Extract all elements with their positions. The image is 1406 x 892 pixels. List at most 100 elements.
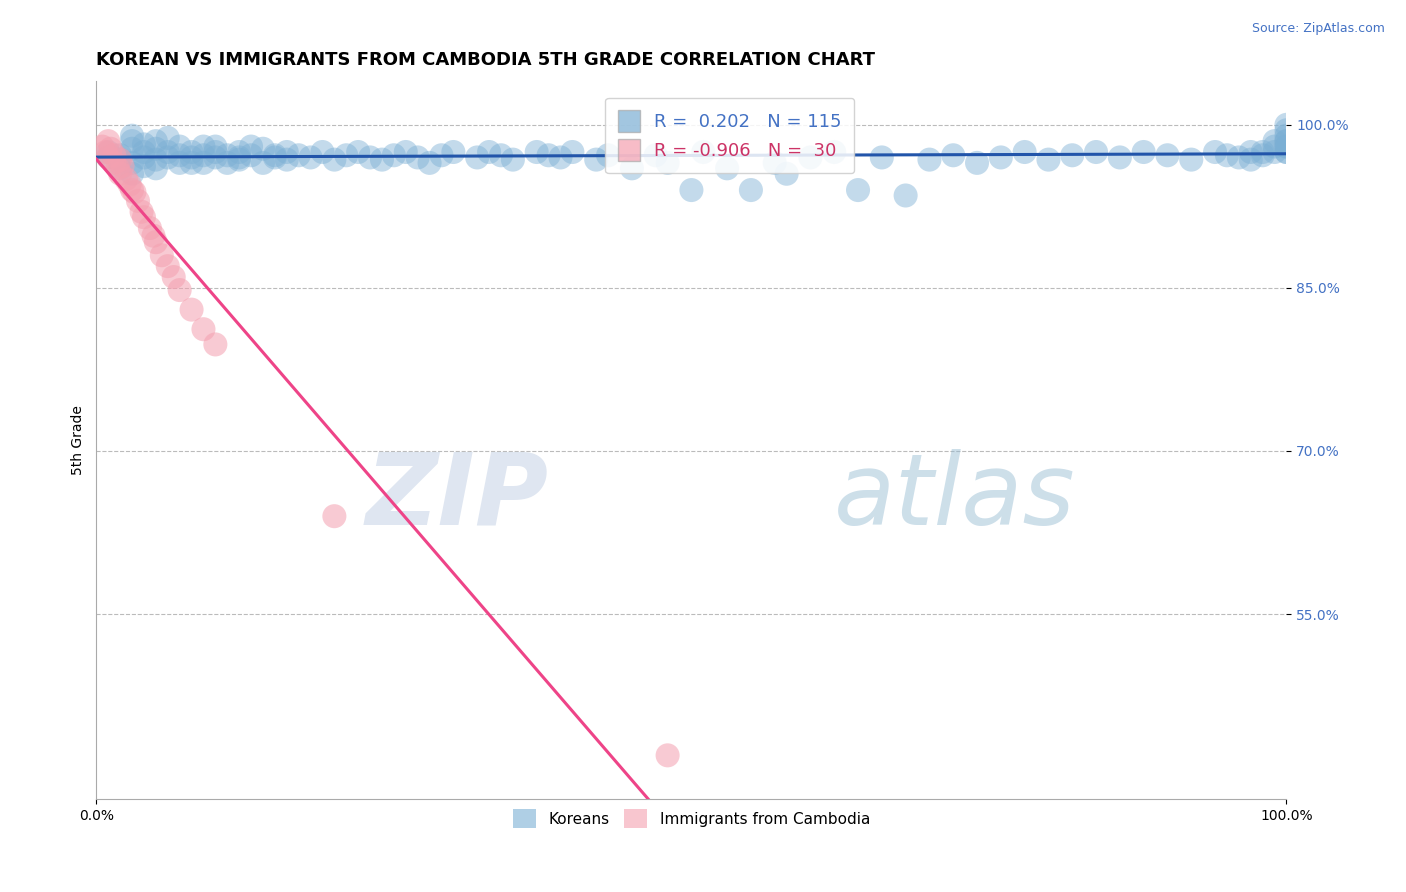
Point [156,151,179,165]
Point [193,156,215,170]
Point [942,148,965,162]
Point [240,148,263,162]
Point [644,148,666,162]
Point [193,148,215,162]
Point [561,145,583,159]
Point [966,156,988,170]
Point [169,148,191,162]
Point [1240,145,1263,159]
Point [657,748,679,763]
Point [131,204,153,219]
Point [263,151,285,165]
Point [180,302,202,317]
Point [142,228,165,243]
Point [990,151,1012,165]
Point [156,145,179,159]
Point [598,148,620,162]
Point [1062,148,1084,162]
Point [526,145,548,159]
Point [359,151,381,165]
Point [716,161,738,176]
Point [799,151,821,165]
Point [169,283,191,297]
Point [1156,148,1178,162]
Point [204,139,226,153]
Point [870,151,893,165]
Point [145,235,167,250]
Point [145,142,167,156]
Point [1275,139,1298,153]
Point [132,151,155,165]
Point [228,151,250,165]
Point [299,151,322,165]
Point [311,145,333,159]
Point [97,134,120,148]
Point [228,153,250,167]
Point [97,151,120,165]
Point [240,139,263,153]
Point [657,156,679,170]
Point [419,156,441,170]
Point [228,145,250,159]
Point [1264,145,1286,159]
Point [918,153,941,167]
Point [100,142,122,156]
Point [550,151,572,165]
Text: KOREAN VS IMMIGRANTS FROM CAMBODIA 5TH GRADE CORRELATION CHART: KOREAN VS IMMIGRANTS FROM CAMBODIA 5TH G… [97,51,876,69]
Point [1216,148,1239,162]
Point [823,145,845,159]
Point [323,509,346,524]
Point [1275,118,1298,132]
Point [97,145,120,159]
Point [127,194,149,208]
Point [1264,134,1286,148]
Point [406,151,429,165]
Point [180,145,202,159]
Point [108,167,131,181]
Point [287,148,309,162]
Point [121,134,143,148]
Point [180,156,202,170]
Point [537,148,560,162]
Point [145,134,167,148]
Point [132,211,155,225]
Point [193,139,215,153]
Point [121,183,143,197]
Point [502,153,524,167]
Point [276,145,298,159]
Point [1014,145,1036,159]
Text: Source: ZipAtlas.com: Source: ZipAtlas.com [1251,22,1385,36]
Point [204,337,226,351]
Point [692,145,714,159]
Point [156,131,179,145]
Point [1275,134,1298,148]
Point [430,148,453,162]
Point [763,156,786,170]
Point [252,156,274,170]
Point [169,156,191,170]
Point [894,188,917,202]
Text: atlas: atlas [834,449,1076,546]
Point [1108,151,1130,165]
Point [139,221,162,235]
Point [108,153,131,167]
Point [132,137,155,152]
Point [121,128,143,143]
Point [335,148,357,162]
Point [1275,128,1298,143]
Point [124,186,146,200]
Point [132,145,155,159]
Point [145,161,167,176]
Point [107,161,129,176]
Point [145,153,167,167]
Point [620,161,643,176]
Point [108,148,131,162]
Point [775,167,797,181]
Point [193,322,215,336]
Point [163,270,186,285]
Point [169,139,191,153]
Point [382,148,405,162]
Point [103,156,125,170]
Point [108,161,131,176]
Point [1275,145,1298,159]
